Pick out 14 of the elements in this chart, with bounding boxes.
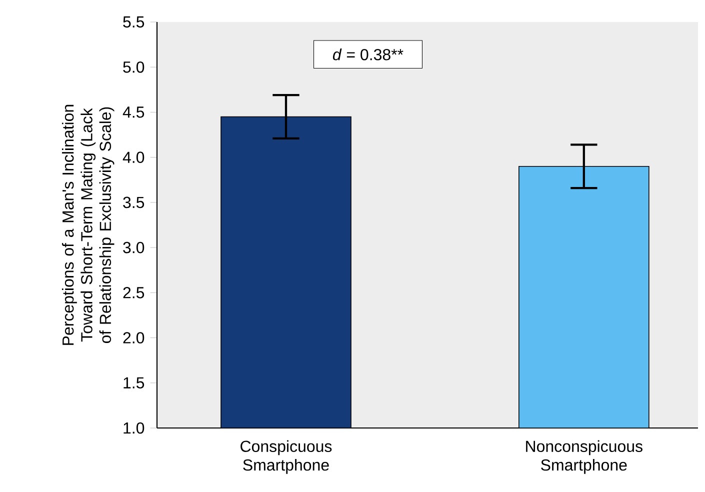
y-tick-label: 5.5	[123, 16, 144, 28]
y-tick-label: 1.5	[124, 377, 144, 388]
x-tick-label: Conspicuous Smartphone	[240, 440, 332, 474]
y-tick-label: 3.0	[123, 242, 144, 254]
y-tick-label: 2.0	[123, 332, 144, 344]
y-tick-label: 5.0	[123, 61, 144, 73]
y-axis-title: Perceptions of a Man's Inclination Toward Short-Term Mating (Lack of Relationship Exclusivity Scale)	[62, 104, 114, 345]
y-tick-label: 2.5	[123, 287, 144, 298]
y-tick-label: 3.5	[123, 196, 144, 208]
x-tick-label: Nonconspicuous Smartphone	[526, 440, 642, 474]
y-tick-label: 4.5	[122, 106, 144, 118]
y-tick-label: 1.0	[124, 422, 144, 434]
annotation: d = 0.38**	[332, 48, 404, 60]
y-tick-label: 4.0	[122, 152, 144, 163]
